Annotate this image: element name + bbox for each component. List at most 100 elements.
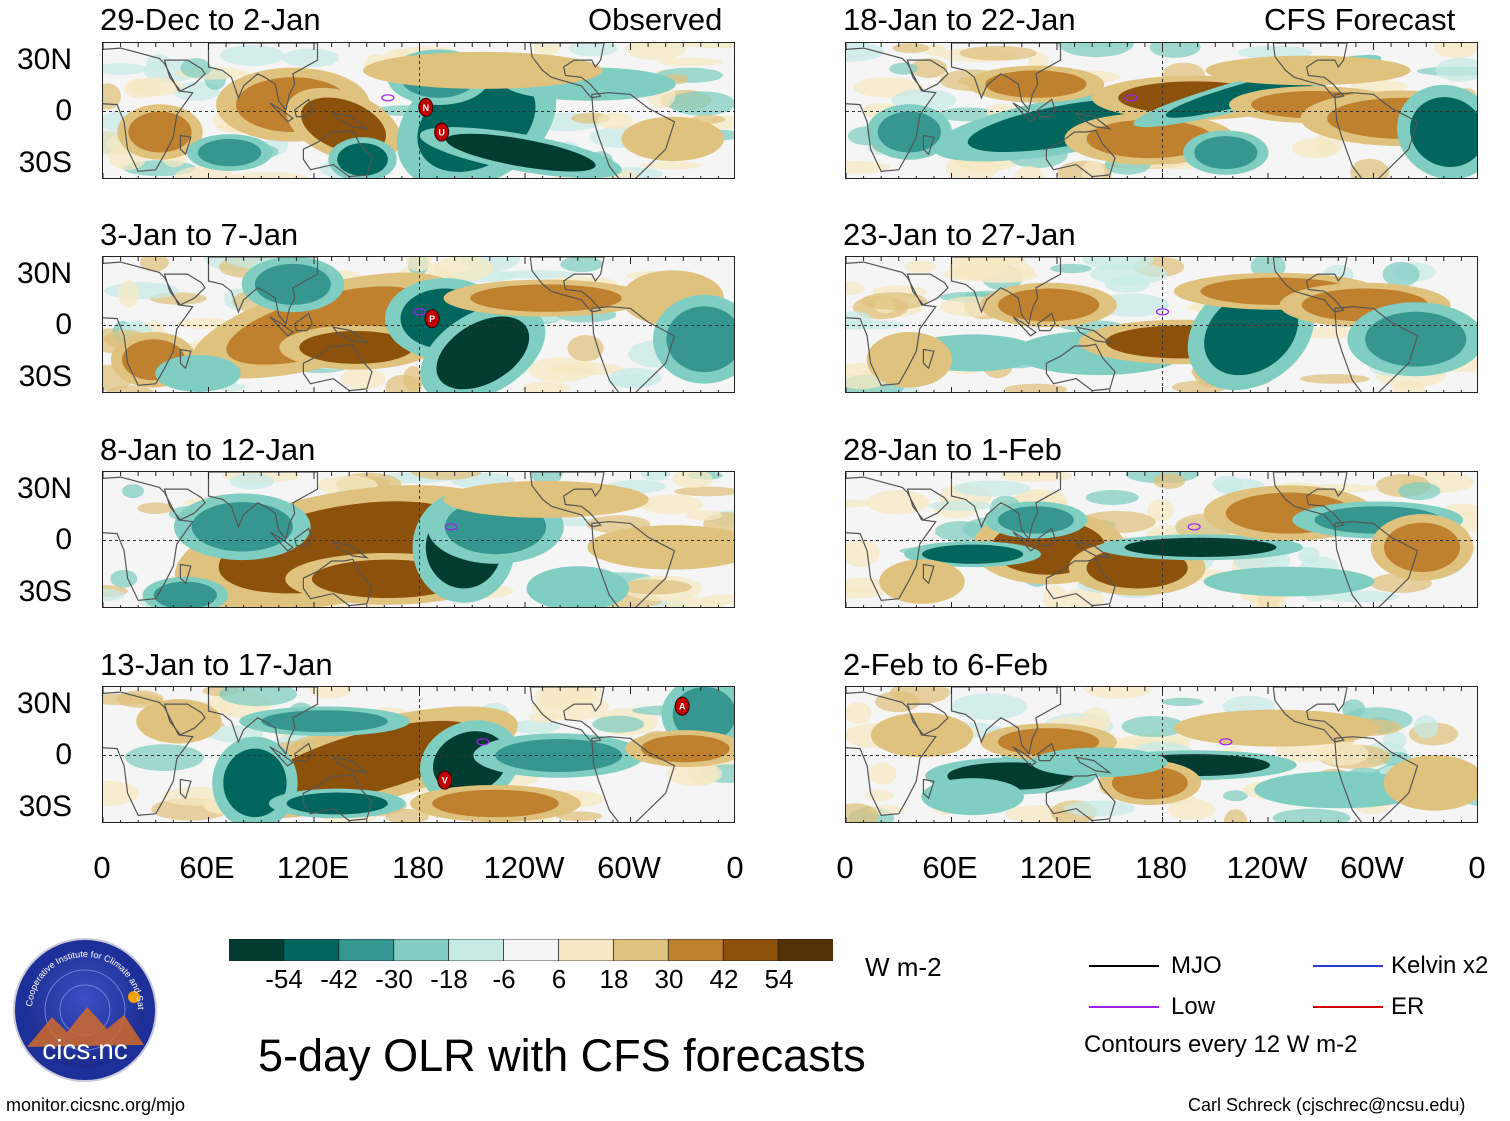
footer-credit: Carl Schreck (cjschrec@ncsu.edu) <box>1188 1095 1466 1115</box>
lon-label-60e: 60E <box>179 850 235 885</box>
low-contour <box>444 523 458 531</box>
lat-label-eq: 0 <box>55 308 72 341</box>
legend-line-low <box>1089 1006 1159 1008</box>
panel-title-obs-2: 3-Jan to 7-Jan <box>100 217 299 252</box>
map-fc-1 <box>845 42 1478 179</box>
panel-title-obs-4: 13-Jan to 17-Jan <box>100 647 333 682</box>
observed-label: Observed <box>588 2 723 37</box>
coastline <box>846 687 1419 822</box>
lat-label-30s: 30S <box>18 790 72 823</box>
storm-marker-label: P <box>429 314 435 324</box>
coastline <box>846 472 1419 607</box>
storm-marker-icon: A <box>674 696 690 716</box>
colorbar <box>229 939 833 961</box>
footer-url: monitor.cicsnc.org/mjo <box>6 1095 186 1115</box>
storm-marker-label: A <box>679 702 686 712</box>
low-contour <box>1124 94 1138 102</box>
panel-title-fc-2: 23-Jan to 27-Jan <box>843 217 1076 252</box>
lon-label-0: 0 <box>93 850 111 885</box>
lon-label-360: 0 <box>726 850 744 885</box>
colorbar-label: -30 <box>375 964 413 994</box>
colorbar-swatch <box>667 939 725 961</box>
colorbar-label: -54 <box>265 964 303 994</box>
colorbar-label: -42 <box>320 964 358 994</box>
colorbar-swatch <box>503 939 560 961</box>
colorbar-units: W m-2 <box>865 952 942 982</box>
lon-label-0: 0 <box>836 850 854 885</box>
colorbar-swatch <box>558 939 615 961</box>
colorbar-swatch <box>283 939 340 961</box>
low-contour <box>1187 523 1201 531</box>
storm-marker-label: V <box>442 776 448 786</box>
map-fc-3 <box>845 471 1478 608</box>
colorbar-swatch <box>722 939 779 961</box>
coastline <box>103 257 676 392</box>
storm-marker-icon: V <box>437 770 453 790</box>
lon-label-120e: 120E <box>276 850 350 885</box>
panel-title-fc-3: 28-Jan to 1-Feb <box>843 432 1062 467</box>
low-contour <box>1219 738 1233 746</box>
panel-title-obs-3: 8-Jan to 12-Jan <box>100 432 316 467</box>
low-contour <box>476 738 490 746</box>
colorbar-label: 6 <box>551 964 567 994</box>
legend-label-er: ER <box>1391 993 1425 1020</box>
map-obs-2: P <box>102 256 735 393</box>
lon-label-60w: 60W <box>597 850 661 885</box>
lon-label-60e: 60E <box>922 850 978 885</box>
storm-marker-label: U <box>438 128 445 138</box>
panel-title-fc-1: 18-Jan to 22-Jan <box>843 2 1076 37</box>
lon-label-180: 180 <box>1135 850 1187 885</box>
legend-line-mjo <box>1089 965 1159 967</box>
lat-label-eq: 0 <box>55 738 72 771</box>
lat-label-30s: 30S <box>18 146 72 179</box>
legend-line-kelvin <box>1313 965 1383 967</box>
legend-label-low: Low <box>1171 993 1216 1020</box>
lat-label-30s: 30S <box>18 360 72 393</box>
lat-label-eq: 0 <box>55 94 72 127</box>
colorbar-label: -6 <box>492 964 516 994</box>
coastline <box>846 43 1419 178</box>
colorbar-swatch <box>777 939 833 961</box>
cics-logo: Cooperative Institute for Climate and Sa… <box>9 929 158 1083</box>
low-contour <box>381 94 395 102</box>
colorbar-label: 54 <box>764 964 794 994</box>
lon-label-180: 180 <box>392 850 444 885</box>
coastline <box>103 687 676 822</box>
colorbar-swatch <box>612 939 670 961</box>
map-obs-3 <box>102 471 735 608</box>
cfs-forecast-label: CFS Forecast <box>1264 2 1456 37</box>
contour-note: Contours every 12 W m-2 <box>1084 1031 1358 1058</box>
lon-label-120w: 120W <box>1226 850 1308 885</box>
storm-marker-label: N <box>423 103 430 113</box>
lat-label-30s: 30S <box>18 575 72 608</box>
map-fc-4 <box>845 686 1478 823</box>
colorbar-swatch <box>393 939 450 961</box>
legend-label-kelvin: Kelvin x2 <box>1391 952 1489 979</box>
main-title: 5-day OLR with CFS forecasts <box>258 1030 866 1081</box>
legend-line-er <box>1313 1006 1383 1008</box>
map-fc-2 <box>845 256 1478 393</box>
storm-marker-icon: P <box>424 309 440 329</box>
lon-label-360: 0 <box>1468 850 1486 885</box>
lat-label-30n: 30N <box>16 257 72 290</box>
coastline <box>103 43 676 178</box>
lon-label-60w: 60W <box>1340 850 1404 885</box>
colorbar-label: 18 <box>599 964 629 994</box>
legend-label-mjo: MJO <box>1171 952 1222 979</box>
colorbar-swatch <box>448 939 505 961</box>
panel-title-fc-4: 2-Feb to 6-Feb <box>843 647 1049 682</box>
lat-label-eq: 0 <box>55 523 72 556</box>
coastline <box>846 257 1419 392</box>
colorbar-swatch <box>229 939 285 961</box>
lat-label-30n: 30N <box>16 472 72 505</box>
storm-marker-icon: N <box>418 97 434 117</box>
lon-label-120w: 120W <box>483 850 565 885</box>
colorbar-swatch <box>338 939 395 961</box>
colorbar-label: 30 <box>654 964 684 994</box>
lat-label-30n: 30N <box>16 43 72 76</box>
coastline <box>103 472 676 607</box>
colorbar-label: -18 <box>430 964 468 994</box>
logo-text: cics.nc <box>42 1034 128 1065</box>
